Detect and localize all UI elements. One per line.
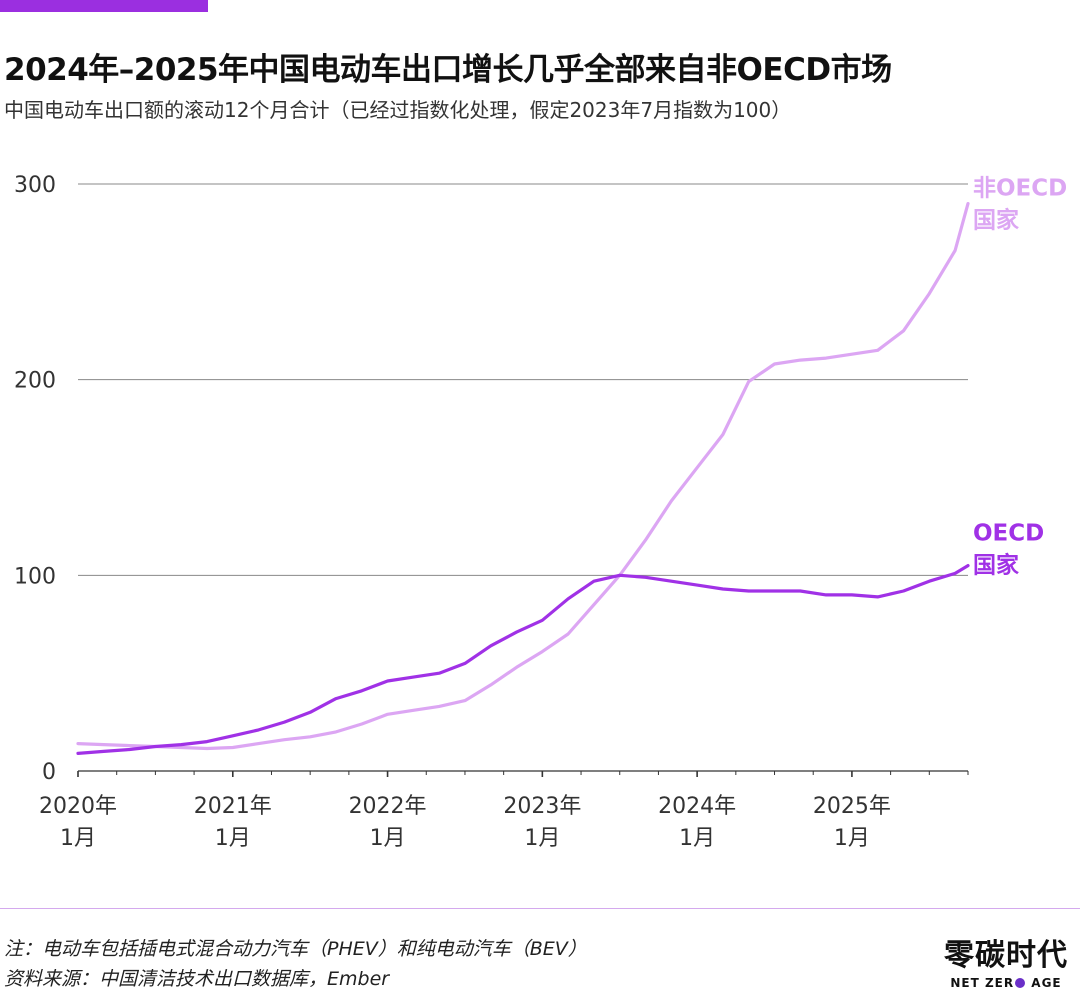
x-tick-label-month: 1月 xyxy=(370,826,406,851)
source-note: 资料来源：中国清洁技术出口数据库，Ember xyxy=(4,968,390,990)
series-label-oecd: 国家 xyxy=(973,552,1019,579)
x-tick-label-month: 1月 xyxy=(834,826,870,851)
series-label-oecd: OECD xyxy=(973,521,1044,547)
x-tick-label-year: 2021年 xyxy=(194,794,272,819)
brand-logo: 零碳时代 NET ZER AGE xyxy=(944,930,1068,990)
x-tick-label-year: 2022年 xyxy=(349,794,427,819)
x-tick-label-month: 1月 xyxy=(524,826,560,851)
x-tick-label-year: 2025年 xyxy=(813,794,891,819)
x-tick-label-month: 1月 xyxy=(679,826,715,851)
footer-divider xyxy=(0,908,1080,909)
x-tick-label-year: 2023年 xyxy=(503,794,581,819)
y-tick-label-0: 0 xyxy=(42,760,56,785)
series-label-non-oecd: 非OECD xyxy=(973,176,1067,202)
y-tick-label-300: 300 xyxy=(14,173,56,198)
x-tick-label-month: 1月 xyxy=(215,826,251,851)
x-tick-label-year: 2024年 xyxy=(658,794,736,819)
brand-name-en: NET ZER AGE xyxy=(944,976,1068,990)
footnote: 注：电动车包括插电式混合动力汽车（PHEV）和纯电动汽车（BEV） xyxy=(4,938,587,960)
line-chart: 0 100 200 300 2020年 1月 2021年 1月 2022年 1月 2023年 1月 20… xyxy=(14,173,1067,851)
x-tick-label-year: 2020年 xyxy=(39,794,117,819)
brand-en-right: AGE xyxy=(1026,976,1062,990)
y-tick-label-100: 100 xyxy=(14,564,56,589)
brand-en-left: NET ZER xyxy=(950,976,1015,990)
chart-subtitle: 中国电动车出口额的滚动12个月合计（已经过指数化处理，假定2023年7月指数为1… xyxy=(4,98,792,122)
series-line-non-oecd xyxy=(76,201,970,751)
series-label-non-oecd: 国家 xyxy=(973,207,1019,234)
accent-bar xyxy=(0,0,208,12)
series-line-oecd xyxy=(76,564,970,756)
brand-dot-icon xyxy=(1015,978,1026,988)
x-tick-label-month: 1月 xyxy=(60,826,96,851)
y-tick-label-200: 200 xyxy=(14,369,56,394)
chart-title: 2024年–2025年中国电动车出口增长几乎全部来自非OECD市场 xyxy=(4,52,892,88)
brand-name-cn: 零碳时代 xyxy=(944,938,1068,973)
